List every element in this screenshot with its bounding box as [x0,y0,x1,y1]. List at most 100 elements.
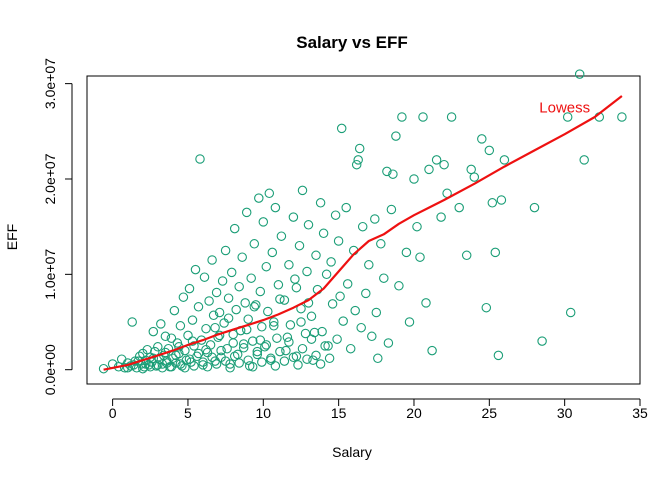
data-point [350,305,360,316]
data-point [284,337,294,347]
data-point [446,112,457,122]
data-point [153,342,163,352]
data-point [496,195,507,205]
data-point [145,362,156,372]
data-point [302,266,312,277]
data-point [487,198,498,208]
plot-area-frame [86,75,641,385]
data-point [217,276,228,286]
data-point [204,296,214,306]
data-point [367,331,377,342]
data-point [223,293,234,303]
data-point [189,341,199,351]
data-point [401,247,412,258]
data-point [148,326,159,337]
x-tick-label: 35 [632,405,648,421]
data-point [330,210,341,220]
data-point [565,307,576,318]
data-point [252,349,263,360]
data-point [246,273,256,283]
data-point [254,193,264,203]
x-axis-label: Salary [332,444,372,460]
data-point [249,302,260,312]
data-point [258,217,269,227]
data-point [383,338,394,348]
data-point [116,354,127,364]
data-point [397,112,407,122]
data-point [466,164,476,175]
data-point [529,202,540,213]
data-point [183,330,193,341]
data-point [279,356,290,366]
data-point [303,220,314,230]
data-point [138,363,148,374]
data-point [193,348,204,359]
lowess-layer [103,95,623,371]
data-point [288,212,299,222]
data-point [454,202,464,213]
data-point [293,360,303,370]
data-point [315,198,326,208]
data-point [255,335,266,345]
data-point [311,250,321,261]
data-point [469,172,480,182]
data-point [320,341,330,351]
data-point [226,267,237,278]
data-point [333,236,344,246]
data-point [275,346,285,357]
data-point [351,159,362,170]
data-point [499,155,510,165]
data-point [270,361,281,371]
data-point [341,202,351,213]
data-point [386,204,397,215]
data-point [205,340,216,350]
data-point [318,228,329,239]
data-point [297,343,308,354]
data-point [220,356,231,366]
data-point [424,164,434,175]
data-point [357,221,368,232]
data-point [562,112,573,122]
data-point [415,252,425,262]
chart-title: Salary vs EFF [296,33,408,52]
data-point [238,339,249,349]
data-point [382,166,392,177]
data-point [309,327,320,338]
data-point [388,169,398,179]
scatter-points [98,69,627,374]
data-point [228,338,238,348]
data-point [234,358,244,368]
data-point [216,345,226,356]
data-point [297,185,308,196]
x-tick-label: 10 [256,405,272,421]
data-point [311,350,321,361]
data-point [251,300,261,310]
data-point [223,313,234,323]
x-tick-label: 15 [331,405,347,421]
data-point [269,321,279,331]
data-point [273,280,284,290]
data-point [261,261,272,272]
data-point [252,346,263,357]
data-point [537,336,547,346]
data-point [427,345,437,356]
data-point [364,260,374,270]
data-point [178,292,189,302]
x-tick-label: 5 [184,405,192,421]
data-point [198,360,208,370]
lowess-annotation: Lowess [539,100,590,117]
data-point [353,155,363,165]
data-point [240,298,250,308]
data-point [122,363,133,373]
data-point [171,350,181,361]
data-point [160,331,171,342]
data-point [189,361,199,371]
data-point [370,214,380,224]
data-point [243,314,253,324]
data-point [232,349,243,360]
data-point [574,69,585,79]
data-point [237,252,247,262]
data-point [263,306,273,317]
data-point [264,188,275,199]
data-point [266,355,276,365]
